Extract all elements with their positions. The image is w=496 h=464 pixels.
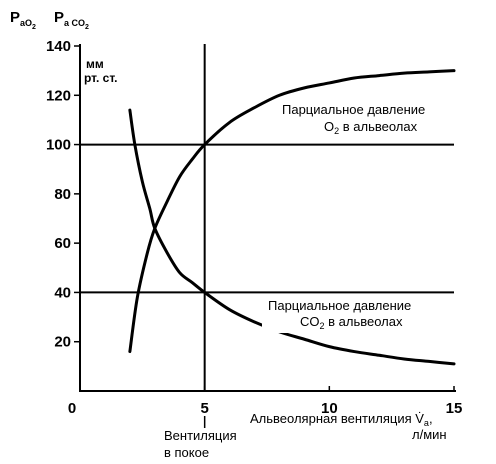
y-label-p2: P xyxy=(54,9,64,26)
x-axis-label-line1: Альвеолярная вентиляция V̇a, xyxy=(250,411,433,428)
series-label-o2-line2: O2 в альвеолах xyxy=(324,119,418,136)
y-label-p1: P xyxy=(10,9,20,26)
x-tick-label: 15 xyxy=(446,400,463,417)
y-tick-label: 120 xyxy=(46,87,71,104)
rest-annotation-line2: в покое xyxy=(164,445,209,460)
y-tick-label: 100 xyxy=(46,137,71,154)
y-label-p1-sub: aO xyxy=(20,18,32,28)
y-tick-label: 60 xyxy=(54,235,71,252)
y-tick-label: 20 xyxy=(54,334,71,351)
co2-label-bg xyxy=(262,297,442,333)
series-line-co2 xyxy=(128,108,456,366)
x-tick-label: 5 xyxy=(200,400,208,417)
x-tick-label: 10 xyxy=(321,400,338,417)
y-tick-label: 40 xyxy=(54,284,71,301)
y-ticks: 20 40 60 80 100 120 140 xyxy=(46,38,80,351)
rest-annotation-line1: Вентиляция xyxy=(164,428,237,443)
x-axis-label-line2: л/мин xyxy=(412,427,447,442)
o2-label-bg xyxy=(276,100,448,136)
series-label-co2-line2: CO2 в альвеолах xyxy=(300,314,403,331)
series-label-co2-line1: Парциальное давление xyxy=(268,298,411,313)
y-unit-line2: рт. ст. xyxy=(84,71,118,85)
y-label-p2-subsub: 2 xyxy=(85,24,89,31)
y-tick-label: 140 xyxy=(46,38,71,55)
y-unit-line1: мм xyxy=(86,57,104,71)
series-label-o2-line1: Парциальное давление xyxy=(282,102,425,117)
x-ticks: 0 5 10 15 xyxy=(68,386,463,417)
y-tick-label: 80 xyxy=(54,186,71,203)
x-tick-label: 0 xyxy=(68,400,76,417)
y-label-p1-subsub: 2 xyxy=(32,24,36,31)
y-label-p2-sub: a CO xyxy=(64,18,85,28)
y-axis-label: PaO2 Pa CO2 xyxy=(10,9,89,33)
